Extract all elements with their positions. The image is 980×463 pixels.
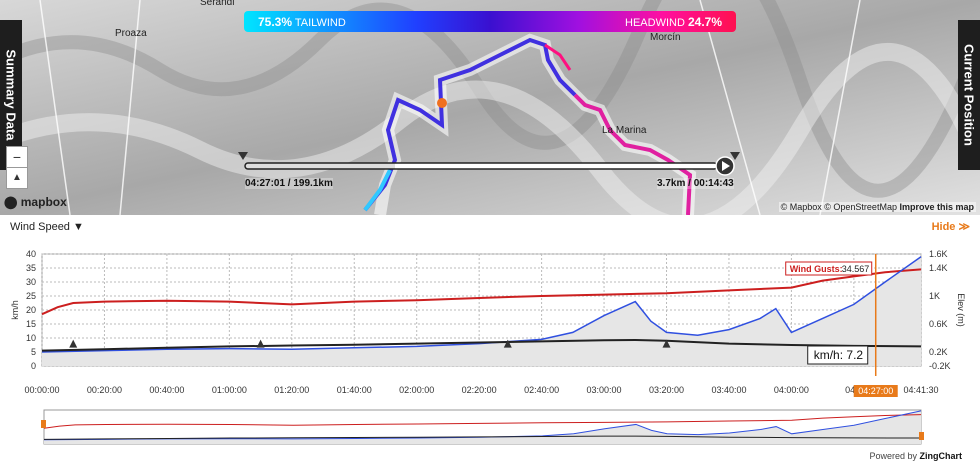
y-tick-label: 0 <box>31 361 36 371</box>
x-tick-label: 01:00:00 <box>212 385 247 395</box>
wind-direction-icon <box>503 339 512 348</box>
speed-tooltip <box>807 345 869 365</box>
series-line-elevation <box>41 338 922 352</box>
series-line-wind-gusts <box>41 268 922 316</box>
x-tick-label: 03:40:00 <box>711 385 746 395</box>
y2-axis-label: Elev (m) <box>956 293 966 327</box>
map-label-morcin: Morcín <box>650 32 681 43</box>
position-marker <box>437 98 447 108</box>
x-tick-label: 00:40:00 <box>149 385 184 395</box>
y-tick-label: 30 <box>26 277 36 287</box>
x-tick-label: 01:40:00 <box>337 385 372 395</box>
x-tick-label: 03:20:00 <box>649 385 684 395</box>
compass-button[interactable]: ▲ <box>6 167 28 189</box>
y-axis-label: km/h <box>10 300 20 320</box>
y2-tick-label: 0.6K <box>929 319 948 329</box>
hide-chart-button[interactable]: Hide ≫ <box>931 221 970 233</box>
headwind-percent: 24.7% <box>687 15 722 29</box>
series-line-wind-speed <box>41 256 922 353</box>
current-position-tab[interactable]: Current Position <box>958 20 980 170</box>
osm-attribution-link[interactable]: © OpenStreetMap <box>824 202 897 212</box>
y2-tick-label: 1K <box>929 291 940 301</box>
x-tick-label: 02:00:00 <box>399 385 434 395</box>
wind-direction-icon <box>662 339 671 348</box>
improve-map-link[interactable]: Improve this map <box>899 202 974 212</box>
y2-tick-label: 1.6K <box>929 249 948 259</box>
wind-ratio-bar: 75.3% TAILWIND HEADWIND 24.7% <box>244 11 736 32</box>
y-tick-label: 15 <box>26 319 36 329</box>
terrain-map <box>0 0 980 215</box>
y-tick-label: 10 <box>26 333 36 343</box>
y-tick-label: 25 <box>26 291 36 301</box>
mapbox-attribution-link[interactable]: © Mapbox <box>780 202 822 212</box>
tailwind-label: TAILWIND <box>294 17 346 29</box>
y-tick-label: 20 <box>26 305 36 315</box>
x-tick-label: 04:00:00 <box>774 385 809 395</box>
wind-direction-icon <box>69 339 78 348</box>
overview-line-elevation <box>43 435 922 440</box>
map-attribution: © Mapbox © OpenStreetMap Improve this ma… <box>778 202 976 212</box>
x-tick-label: 02:40:00 <box>524 385 559 395</box>
gust-tooltip <box>785 261 873 276</box>
map-label-la-marina: La Marina <box>602 125 647 136</box>
overview-left-handle <box>41 420 46 428</box>
y2-tick-label: -0.2K <box>929 361 951 371</box>
overview-line-wind-gusts <box>43 414 922 429</box>
zingchart-link[interactable]: ZingChart <box>919 451 963 461</box>
timeline-scrubber[interactable] <box>235 150 745 190</box>
x-tick-label: 02:20:00 <box>462 385 497 395</box>
y-tick-label: 40 <box>26 249 36 259</box>
x-tick-label: 03:00:00 <box>587 385 622 395</box>
x-tick-label: 01:20:00 <box>274 385 309 395</box>
summary-data-tab[interactable]: Summary Data <box>0 20 22 170</box>
overview-right-handle <box>919 432 924 440</box>
headwind-label: HEADWIND <box>625 17 685 29</box>
mapbox-logo: ⬤ mapbox <box>4 195 67 209</box>
scrubber-right-readout: 3.7km / 00:14:43 <box>657 178 734 189</box>
cursor-time-badge <box>853 385 898 397</box>
overview-line-wind-speed <box>43 410 922 441</box>
speed-tooltip-label: km/h: 7.2 <box>814 348 864 362</box>
y2-tick-label: 1.4K <box>929 263 948 273</box>
y2-tick-label: 0.2K <box>929 347 948 357</box>
gust-tooltip-label: Wind Gusts: <box>790 264 843 274</box>
scrubber-start-handle <box>238 152 248 160</box>
x-tick-label: 00:20:00 <box>87 385 122 395</box>
scrubber-left-readout: 04:27:01 / 199.1km <box>245 178 333 189</box>
overview-area <box>44 410 921 444</box>
map-label-serandi: Serandi <box>200 0 235 8</box>
x-tick-label: 04:41:30 <box>903 385 938 395</box>
play-icon <box>722 161 730 171</box>
cursor-time-label: 04:27:00 <box>858 386 893 396</box>
wind-direction-icon <box>256 339 265 348</box>
x-tick-label: 00:00:00 <box>24 385 59 395</box>
y-tick-label: 35 <box>26 263 36 273</box>
gust-tooltip-value: 34.567 <box>842 264 870 274</box>
metric-dropdown[interactable]: Wind Speed ▼ <box>10 221 84 233</box>
scrubber-end-handle <box>730 152 740 160</box>
map-label-proaza: Proaza <box>115 28 147 39</box>
map-view[interactable]: 75.3% TAILWIND HEADWIND 24.7% Proaza Ser… <box>0 0 980 215</box>
speed-area <box>42 256 921 366</box>
tailwind-percent: 75.3% <box>258 15 293 29</box>
y-tick-label: 5 <box>31 347 36 357</box>
powered-by: Powered by ZingChart <box>869 451 962 461</box>
